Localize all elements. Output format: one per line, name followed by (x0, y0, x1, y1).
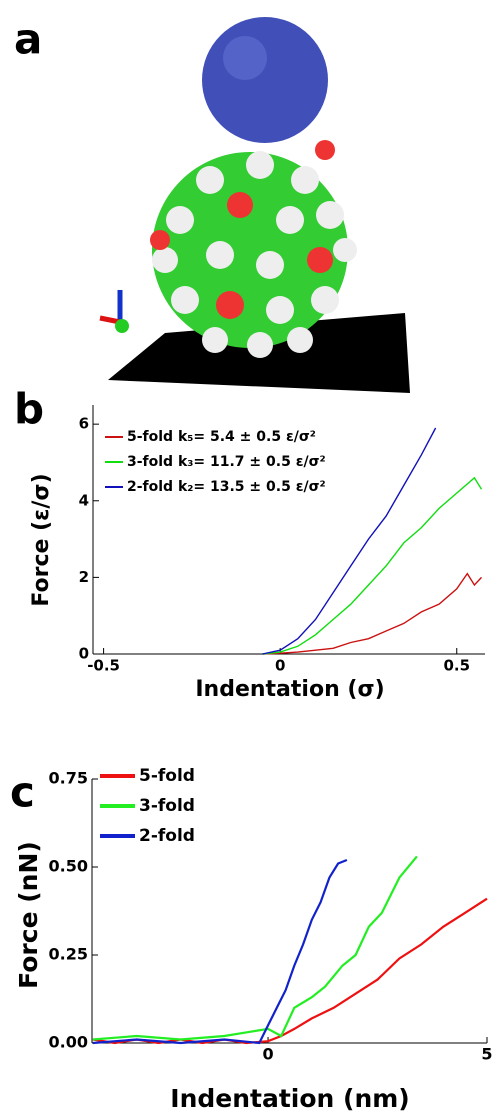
y-tick-label: 0.00 (49, 1033, 88, 1052)
x-axis-title: Indentation (nm) (170, 1084, 409, 1113)
series-line (92, 855, 418, 1041)
legend-label: 3-fold k₃= 11.7 ± 0.5 ε/σ² (127, 454, 326, 470)
y-axis-title: Force (nN) (14, 841, 43, 989)
cluster (152, 152, 348, 348)
panel-label: a (14, 15, 42, 64)
series-line (92, 897, 488, 1045)
y-tick-label: 4 (79, 491, 89, 509)
y-tick-label: 2 (79, 568, 89, 586)
panel-label: b (14, 385, 44, 434)
y-tick-label: 0 (79, 645, 89, 663)
y-tick-label: 0.25 (49, 945, 88, 964)
series-line (262, 427, 437, 655)
x-tick-label: -0.5 (87, 657, 120, 675)
y-tick-label: 0.50 (49, 857, 88, 876)
panel-label: c (10, 768, 35, 817)
molecule-render (99, 17, 410, 393)
x-tick-label: 0 (262, 1045, 273, 1064)
y-axis-title: Force (ε/σ) (29, 473, 54, 606)
legend-label: 2-fold k₂= 13.5 ± 0.5 ε/σ² (127, 479, 326, 495)
x-tick-label: 0 (275, 657, 285, 675)
legend-label: 2-fold (139, 826, 195, 846)
probe-sphere (202, 17, 328, 143)
series-line (262, 476, 483, 655)
y-tick-label: 0.75 (49, 769, 88, 788)
series-line (92, 858, 348, 1045)
y-tick-label: 6 (79, 415, 89, 433)
legend-label: 5-fold k₅= 5.4 ± 0.5 ε/σ² (127, 429, 316, 445)
x-tick-label: 0.5 (443, 657, 470, 675)
x-axis-title: Indentation (σ) (195, 677, 384, 702)
series-line (262, 572, 483, 655)
legend-label: 3-fold (139, 796, 195, 816)
x-tick-label: 5 (481, 1045, 492, 1064)
legend-label: 5-fold (139, 766, 195, 786)
